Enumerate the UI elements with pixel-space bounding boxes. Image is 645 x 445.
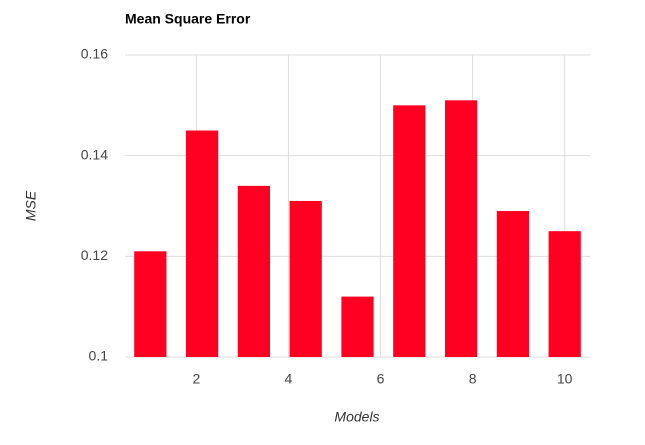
y-tick-label: 0.14	[81, 146, 108, 162]
y-tick-label: 0.1	[89, 348, 109, 364]
y-tick-label: 0.12	[81, 247, 108, 263]
bar	[393, 105, 426, 357]
x-axis-label: Models	[334, 409, 379, 425]
chart-title: Mean Square Error	[125, 11, 251, 27]
bar	[548, 231, 581, 357]
x-tick-label: 4	[285, 371, 293, 387]
bar	[444, 100, 478, 358]
bar	[186, 130, 219, 357]
x-tick-label: 6	[377, 371, 385, 387]
bar	[341, 296, 374, 357]
bar	[134, 251, 167, 357]
bar	[496, 211, 529, 357]
x-tick-label: 2	[192, 371, 200, 387]
bar	[289, 200, 322, 357]
x-tick-label: 8	[469, 371, 477, 387]
x-tick-label: 10	[557, 371, 573, 387]
y-axis-label: MSE	[23, 190, 39, 221]
y-tick-label: 0.16	[81, 46, 108, 62]
bar	[237, 185, 271, 357]
